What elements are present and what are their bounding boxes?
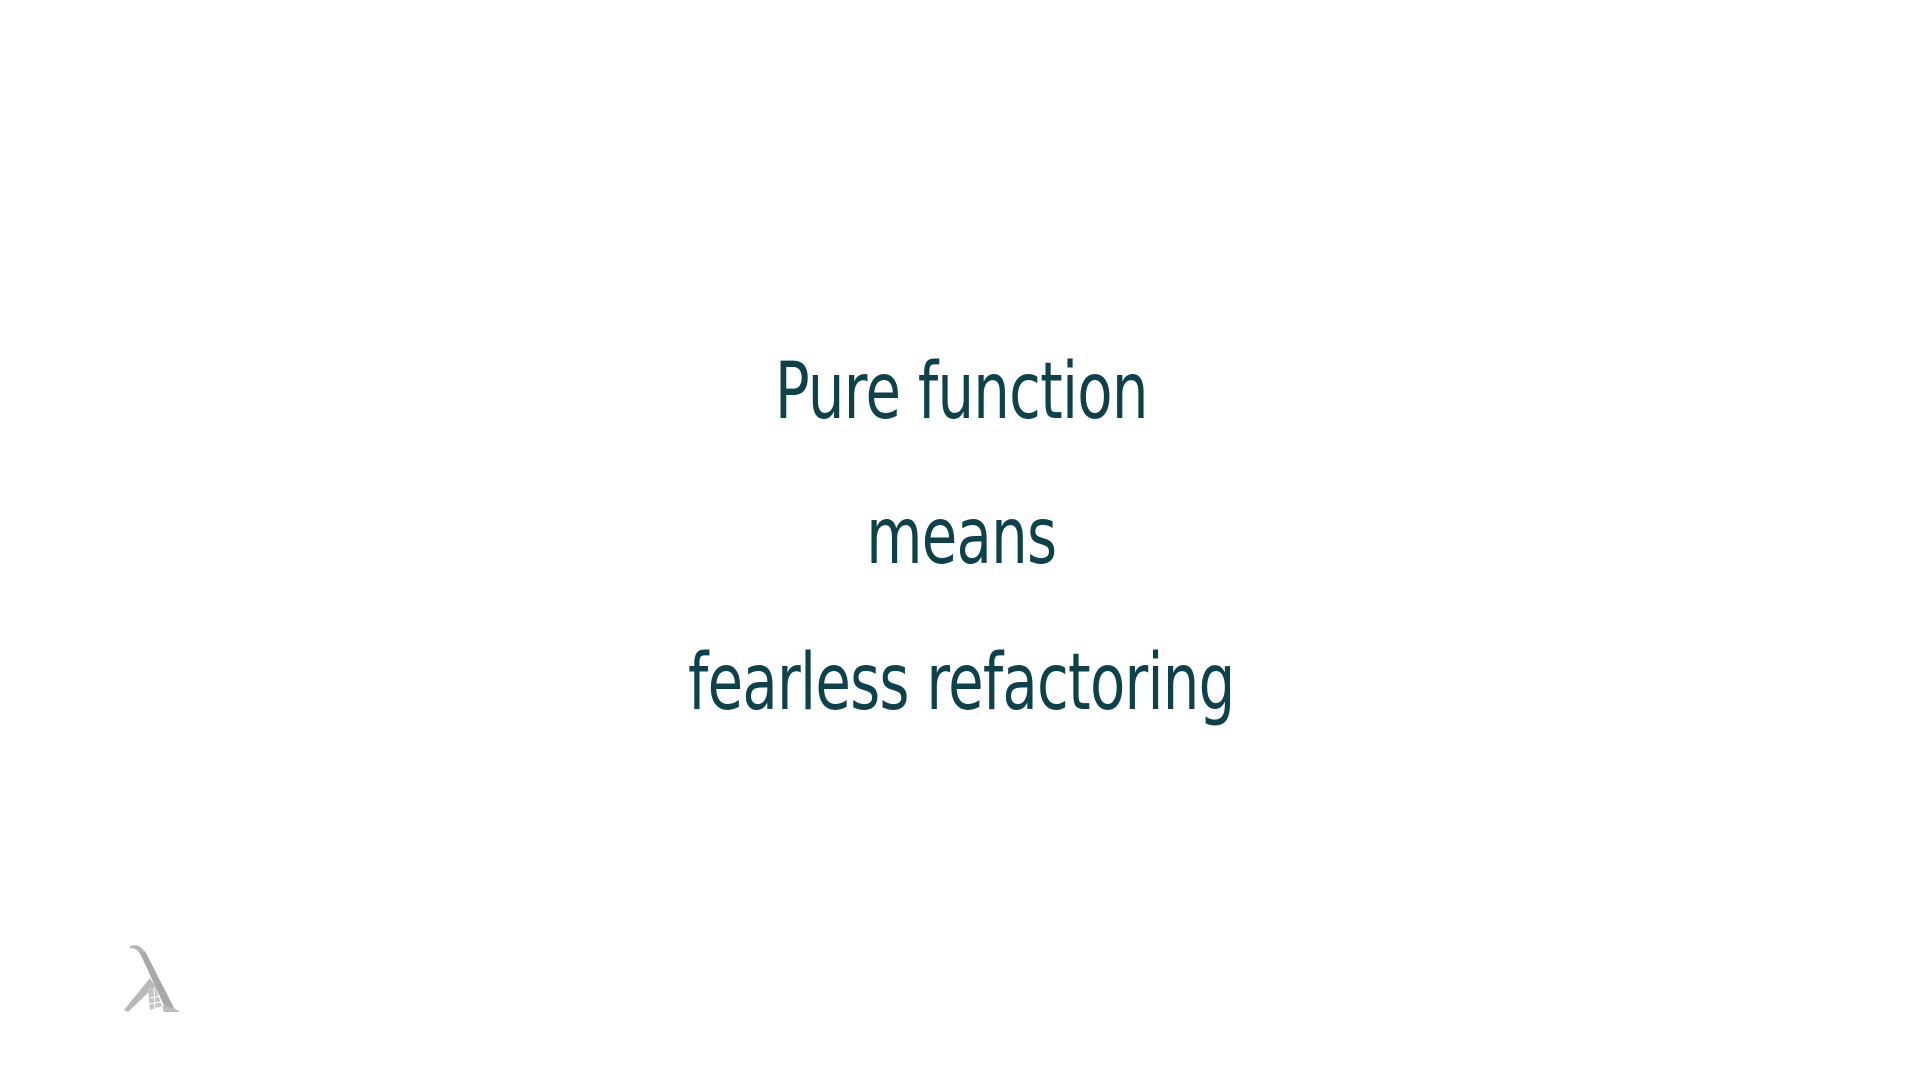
- statement-line-2: means: [866, 492, 1057, 582]
- lambda-logo-icon: [124, 945, 180, 1012]
- statement-line-1: Pure function: [774, 347, 1149, 437]
- statement-line-3: fearless refactoring: [688, 638, 1235, 728]
